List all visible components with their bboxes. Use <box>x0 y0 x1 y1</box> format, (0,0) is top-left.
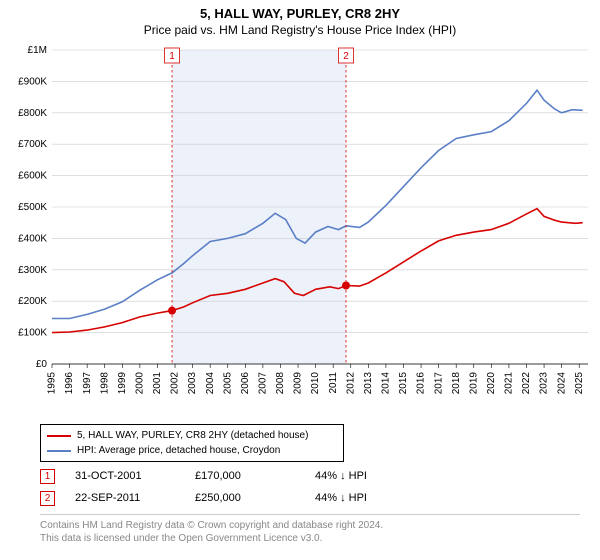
svg-text:£700K: £700K <box>18 139 47 150</box>
svg-text:2016: 2016 <box>416 372 427 395</box>
svg-text:1995: 1995 <box>47 372 58 395</box>
chart-title: 5, HALL WAY, PURLEY, CR8 2HY <box>0 0 600 21</box>
svg-text:2: 2 <box>343 51 349 62</box>
svg-text:2021: 2021 <box>504 372 515 395</box>
legend-label: 5, HALL WAY, PURLEY, CR8 2HY (detached h… <box>77 428 308 443</box>
svg-text:2002: 2002 <box>170 372 181 395</box>
svg-text:2001: 2001 <box>152 372 163 395</box>
svg-text:2003: 2003 <box>187 372 198 395</box>
svg-text:2011: 2011 <box>328 372 339 394</box>
svg-text:2008: 2008 <box>275 372 286 395</box>
sale-price: £250,000 <box>195 492 315 504</box>
footer: Contains HM Land Registry data © Crown c… <box>40 514 580 545</box>
svg-text:2010: 2010 <box>310 372 321 395</box>
sales-row: 2 22-SEP-2011 £250,000 44% ↓ HPI <box>40 487 367 509</box>
svg-text:2018: 2018 <box>451 372 462 395</box>
sale-date: 31-OCT-2001 <box>75 470 195 482</box>
chart-area: £0 £100K £200K £300K £400K £500K £600K £700K £80… <box>4 44 596 420</box>
svg-text:2023: 2023 <box>539 372 550 395</box>
svg-text:£600K: £600K <box>18 171 47 182</box>
svg-text:1999: 1999 <box>117 372 128 395</box>
sale-price: £170,000 <box>195 470 315 482</box>
chart-svg: £0 £100K £200K £300K £400K £500K £600K £700K £80… <box>4 44 596 420</box>
svg-text:2000: 2000 <box>135 372 146 395</box>
svg-text:2013: 2013 <box>363 372 374 395</box>
footer-line: This data is licensed under the Open Gov… <box>40 532 580 545</box>
legend-row: HPI: Average price, detached house, Croy… <box>47 443 337 458</box>
legend-swatch <box>47 435 71 437</box>
legend-row: 5, HALL WAY, PURLEY, CR8 2HY (detached h… <box>47 428 337 443</box>
svg-text:1: 1 <box>169 51 175 62</box>
svg-text:2004: 2004 <box>205 372 216 395</box>
svg-text:2009: 2009 <box>293 372 304 395</box>
svg-text:2025: 2025 <box>574 372 585 395</box>
sale-delta: 44% ↓ HPI <box>315 470 367 482</box>
sale-marker-badge: 2 <box>40 491 55 506</box>
sales-table: 1 31-OCT-2001 £170,000 44% ↓ HPI 2 22-SE… <box>40 465 367 509</box>
svg-text:2017: 2017 <box>433 372 444 395</box>
svg-text:£200K: £200K <box>18 296 47 307</box>
svg-text:1997: 1997 <box>82 372 93 395</box>
sales-row: 1 31-OCT-2001 £170,000 44% ↓ HPI <box>40 465 367 487</box>
svg-text:1996: 1996 <box>64 372 75 395</box>
svg-text:2007: 2007 <box>258 372 269 395</box>
svg-text:£800K: £800K <box>18 108 47 119</box>
svg-text:2019: 2019 <box>468 372 479 395</box>
svg-text:2012: 2012 <box>345 372 356 395</box>
chart-container: 5, HALL WAY, PURLEY, CR8 2HY Price paid … <box>0 0 600 560</box>
sale-marker-badge: 1 <box>40 469 55 484</box>
svg-text:2005: 2005 <box>222 372 233 395</box>
svg-text:1998: 1998 <box>99 372 110 395</box>
svg-text:2006: 2006 <box>240 372 251 395</box>
svg-text:£100K: £100K <box>18 328 47 339</box>
sale-date: 22-SEP-2011 <box>75 492 195 504</box>
legend: 5, HALL WAY, PURLEY, CR8 2HY (detached h… <box>40 424 344 462</box>
sale-delta: 44% ↓ HPI <box>315 492 367 504</box>
legend-label: HPI: Average price, detached house, Croy… <box>77 443 280 458</box>
svg-text:2014: 2014 <box>381 372 392 395</box>
svg-text:2020: 2020 <box>486 372 497 395</box>
svg-text:£400K: £400K <box>18 233 47 244</box>
svg-text:2015: 2015 <box>398 372 409 395</box>
chart-subtitle: Price paid vs. HM Land Registry's House … <box>0 21 600 37</box>
svg-text:£500K: £500K <box>18 202 47 213</box>
footer-line: Contains HM Land Registry data © Crown c… <box>40 519 580 532</box>
svg-text:£1M: £1M <box>28 45 47 56</box>
svg-text:£0: £0 <box>36 359 48 370</box>
svg-text:£900K: £900K <box>18 76 47 87</box>
svg-text:2022: 2022 <box>521 372 532 395</box>
legend-swatch <box>47 450 71 452</box>
svg-text:2024: 2024 <box>556 372 567 395</box>
svg-text:£300K: £300K <box>18 265 47 276</box>
